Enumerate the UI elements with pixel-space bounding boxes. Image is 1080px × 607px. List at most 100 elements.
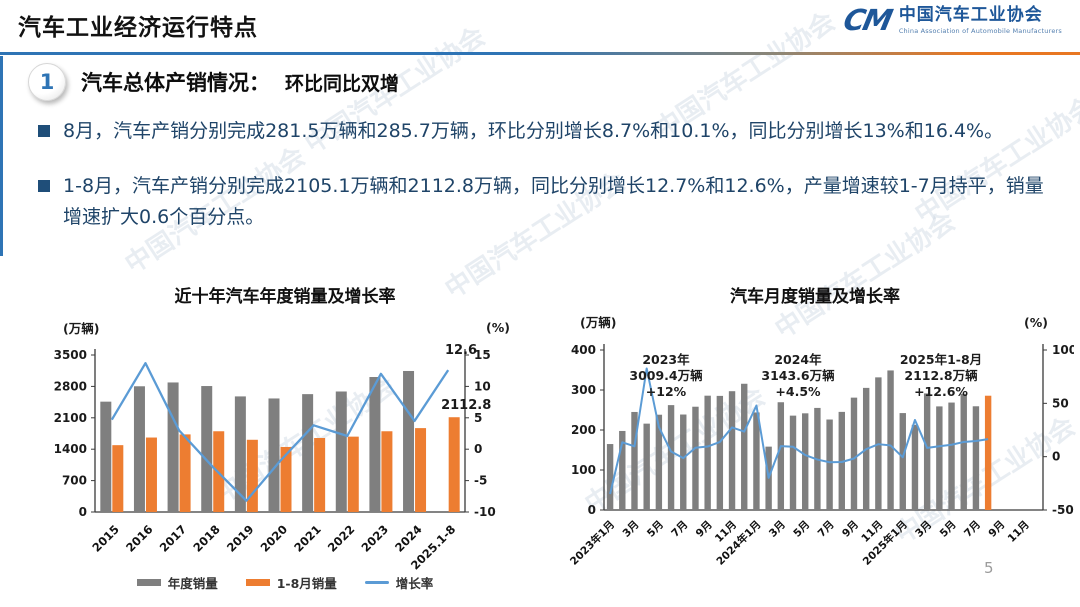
bullet-item: 1-8月，汽车产销分别完成2105.1万辆和2112.8万辆，同比分别增长12.…: [38, 171, 1050, 232]
legend-label: 年度销量: [167, 576, 218, 591]
caam-logo-name-en: China Association of Automobile Manufact…: [898, 26, 1062, 35]
svg-text:5月: 5月: [645, 519, 666, 540]
svg-text:2016: 2016: [123, 522, 156, 555]
svg-text:7月: 7月: [669, 519, 690, 540]
svg-text:1400: 1400: [54, 442, 87, 456]
svg-text:-5: -5: [474, 474, 487, 488]
svg-text:100: 100: [1052, 343, 1074, 357]
svg-text:50: 50: [1052, 396, 1069, 410]
legend-item: 1-8月销量: [245, 573, 337, 592]
svg-text:5: 5: [474, 411, 482, 425]
caam-logo-mark-icon: CM: [840, 3, 894, 37]
section-number-badge: 1: [28, 63, 66, 101]
svg-text:2023年1月: 2023年1月: [567, 518, 617, 568]
legend-label: 1-8月销量: [276, 576, 337, 591]
svg-text:2022: 2022: [325, 522, 358, 555]
blue-line-swatch-icon: [364, 581, 389, 584]
svg-text:9月: 9月: [986, 519, 1007, 540]
header-divider: [0, 52, 1080, 55]
svg-text:100: 100: [571, 463, 596, 477]
svg-text:9月: 9月: [694, 519, 715, 540]
annual-chart-right-unit: (%): [486, 320, 510, 335]
svg-text:-50: -50: [1052, 503, 1074, 517]
bullet-text: 8月，汽车产销分别完成281.5万辆和285.7万辆，环比分别增长8.7%和10…: [63, 120, 1004, 142]
svg-text:0: 0: [79, 505, 87, 519]
monthly-chart-title: 汽车月度销量及增长率: [730, 287, 900, 307]
page-title: 汽车工业经济运行特点: [18, 15, 258, 41]
svg-text:0: 0: [1052, 450, 1060, 464]
svg-text:2800: 2800: [54, 379, 87, 393]
growth-line: [110, 362, 450, 502]
svg-text:300: 300: [571, 383, 596, 397]
svg-text:2024年: 2024年: [774, 352, 822, 367]
monthly-chart-left-unit: (万辆): [580, 315, 617, 330]
svg-text:3月: 3月: [767, 519, 788, 540]
bars: [100, 370, 460, 512]
x-axis-labels: 2015 2016 2017 2018 2019 2020 2021 2022 2023 2024…: [89, 522, 458, 572]
svg-text:400: 400: [571, 343, 596, 357]
svg-text:7月: 7月: [816, 519, 837, 540]
svg-text:9月: 9月: [840, 519, 861, 540]
svg-text:2020: 2020: [258, 522, 291, 555]
legend-item: 年度销量: [136, 573, 218, 592]
caam-logo: CM 中国汽车工业协会 China Association of Automob…: [840, 3, 1062, 37]
legend-item: 增长率: [364, 573, 434, 592]
svg-text:2025年1-8月: 2025年1-8月: [900, 352, 982, 367]
svg-text:2021: 2021: [291, 522, 324, 555]
svg-text:11月: 11月: [1006, 519, 1032, 545]
caam-logo-name-cn: 中国汽车工业协会: [898, 5, 1043, 26]
section-heading: 1 汽车总体产销情况： 环比同比双增: [28, 63, 399, 101]
svg-text:+4.5%: +4.5%: [775, 384, 821, 399]
point-labels: 12.6 2112.8: [441, 343, 491, 413]
bullet-square-icon: [38, 180, 50, 193]
svg-text:3月: 3月: [913, 519, 934, 540]
svg-text:5月: 5月: [791, 519, 812, 540]
annual-chart-left-unit: (万辆): [63, 321, 100, 336]
growth-line: [609, 367, 989, 495]
bullet-square-icon: [38, 125, 50, 137]
bullet-list: 8月，汽车产销分别完成281.5万辆和285.7万辆，环比分别增长8.7%和10…: [38, 116, 1050, 257]
svg-text:15: 15: [474, 348, 491, 362]
svg-text:700: 700: [62, 474, 87, 488]
svg-text:2112.8: 2112.8: [441, 398, 491, 413]
section-subtitle: 环比同比双增: [285, 72, 400, 95]
section-title: 汽车总体产销情况：: [81, 71, 270, 95]
svg-text:2100: 2100: [54, 411, 87, 425]
svg-text:3009.4万辆: 3009.4万辆: [629, 368, 703, 383]
annual-chart-title: 近十年汽车年度销量及增长率: [174, 287, 396, 307]
svg-text:3500: 3500: [54, 348, 87, 362]
svg-text:+12%: +12%: [646, 384, 687, 399]
svg-text:3143.6万辆: 3143.6万辆: [761, 368, 835, 383]
svg-text:5月: 5月: [938, 519, 959, 540]
annual-chart-legend: 年度销量 1-8月销量 增长率: [50, 573, 520, 592]
svg-text:2112.8万辆: 2112.8万辆: [904, 368, 978, 383]
svg-text:12.6: 12.6: [445, 343, 477, 358]
bullet-item: 8月，汽车产销分别完成281.5万辆和285.7万辆，环比分别增长8.7%和10…: [38, 116, 1050, 146]
annual-sales-chart-panel: 近十年汽车年度销量及增长率 (万辆) (%) 3500 2800 2100 1400 7…: [50, 282, 520, 604]
svg-text:2023年: 2023年: [642, 352, 690, 367]
axes: 3500 2800 2100 1400 700 0 15 10 5 0 -5 -10: [54, 348, 496, 519]
bullet-text: 1-8月，汽车产销分别完成2105.1万辆和2112.8万辆，同比分别增长12.…: [63, 175, 1044, 228]
svg-text:3月: 3月: [621, 519, 642, 540]
monthly-sales-chart-panel: 汽车月度销量及增长率 (万辆) (%) 400 300 200 100 0 100 50 0 -…: [556, 282, 1074, 604]
svg-text:7月: 7月: [962, 519, 983, 540]
legend-label: 增长率: [395, 576, 434, 591]
svg-text:-10: -10: [474, 505, 496, 519]
monthly-chart-right-unit: (%): [1024, 315, 1048, 330]
svg-text:+12.6%: +12.6%: [914, 384, 968, 399]
svg-text:2017: 2017: [157, 522, 190, 555]
page-number: 5: [984, 559, 994, 577]
gray-bar-swatch-icon: [136, 579, 161, 586]
orange-bar-swatch-icon: [245, 579, 270, 586]
svg-text:0: 0: [474, 442, 482, 456]
svg-text:2019: 2019: [224, 522, 257, 555]
axes: 400 300 200 100 0 100 50 0 -50: [571, 343, 1074, 517]
svg-text:2015: 2015: [89, 522, 122, 555]
svg-text:2018: 2018: [190, 522, 223, 555]
svg-text:2023: 2023: [358, 522, 391, 555]
left-accent-bar: [0, 56, 3, 256]
